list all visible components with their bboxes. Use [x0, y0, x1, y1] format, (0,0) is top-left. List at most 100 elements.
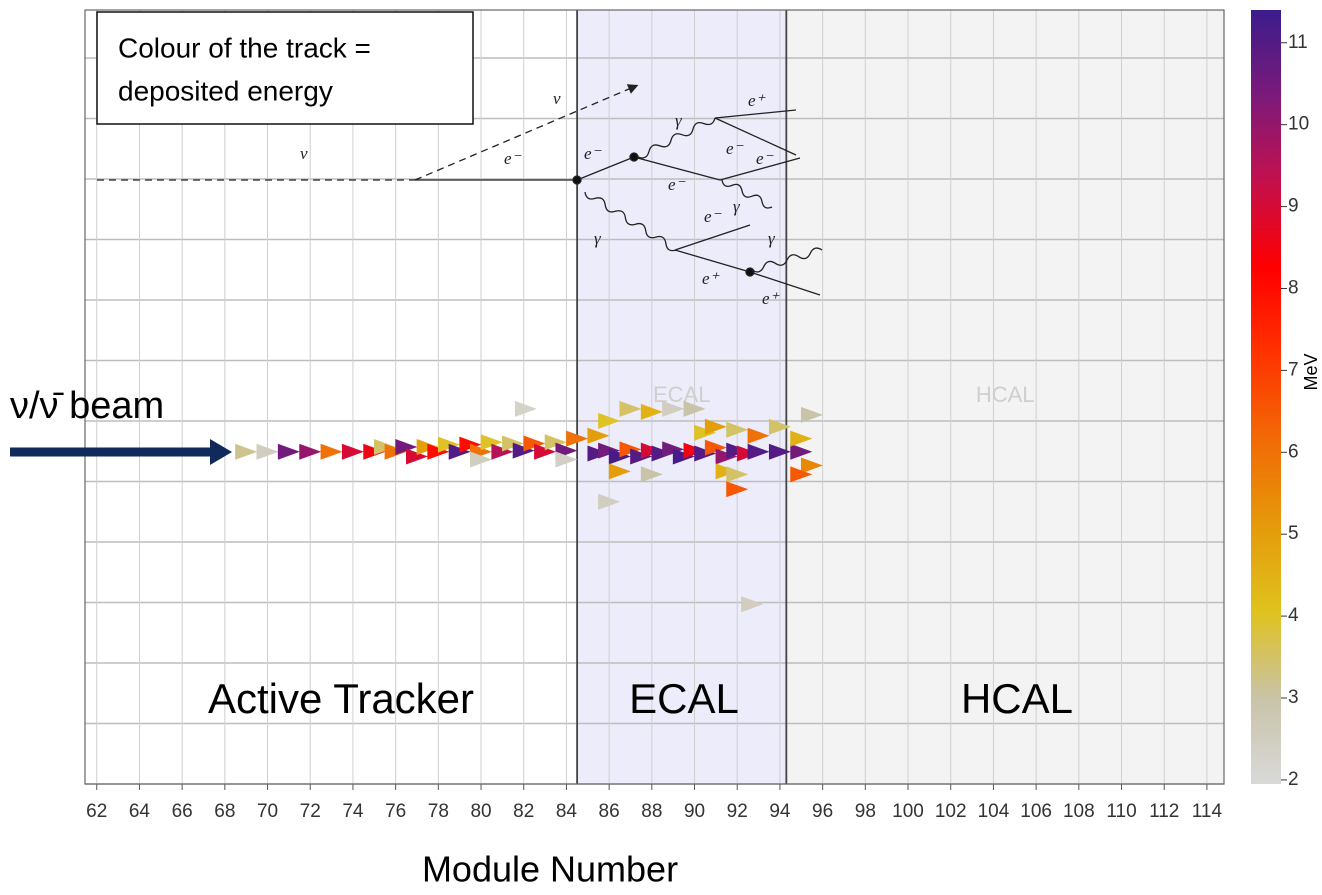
colorbar — [1251, 10, 1281, 784]
hit — [608, 463, 631, 480]
region-label: HCAL — [961, 675, 1073, 722]
x-tick-label: 108 — [1063, 801, 1095, 822]
colorbar-tick-label: 7 — [1288, 359, 1299, 380]
colorbar-label: MeV — [1301, 353, 1321, 390]
electron-line — [633, 156, 721, 181]
vertex — [572, 175, 582, 185]
hit — [544, 434, 567, 451]
vertex — [629, 152, 639, 162]
feynman-diagram — [97, 84, 823, 296]
hit — [480, 434, 503, 451]
region — [577, 10, 787, 784]
x-tick-label: 90 — [684, 801, 705, 822]
diagram-label: e⁻ — [756, 149, 775, 168]
x-tick-label: 94 — [769, 801, 791, 822]
diagram-label: ν — [300, 144, 308, 163]
hit — [726, 481, 749, 498]
hit — [320, 443, 343, 460]
region — [786, 10, 1224, 784]
colorbar-tick-label: 9 — [1288, 196, 1299, 217]
diagram-label: e⁺ — [762, 289, 781, 308]
diagram-label: e⁺ — [748, 91, 767, 110]
x-tick-label: 104 — [978, 801, 1010, 822]
hit — [704, 418, 727, 435]
diagram-label: e⁺ — [702, 269, 721, 288]
photon-line — [721, 179, 773, 209]
region-label: Active Tracker — [208, 675, 474, 722]
x-tick-label: 106 — [1020, 801, 1052, 822]
diagram-label: e⁻ — [584, 144, 603, 163]
hit — [235, 443, 258, 460]
hit — [277, 443, 300, 460]
hit — [395, 439, 418, 456]
region-label: ECAL — [629, 675, 739, 722]
hit — [640, 403, 663, 420]
hit — [566, 430, 589, 447]
colorbar-tick-label: 11 — [1288, 32, 1308, 53]
x-axis-label: Module Number — [422, 849, 678, 890]
colorbar-tick-label: 4 — [1288, 605, 1299, 626]
hit — [534, 443, 557, 460]
hit — [800, 406, 823, 423]
beam-label: ν/ν̄ beam — [10, 385, 164, 427]
electron-line — [714, 117, 797, 156]
hit — [640, 466, 663, 483]
hit — [768, 418, 791, 435]
colorbar-tick-label: 5 — [1288, 523, 1299, 544]
colorbar-tick-label: 10 — [1288, 114, 1309, 135]
photon-line — [637, 117, 716, 159]
electron-line — [576, 156, 635, 181]
x-tick-label: 88 — [641, 801, 662, 822]
hit — [523, 435, 546, 452]
hit — [341, 443, 364, 460]
photon-line — [751, 247, 823, 273]
colorbar-tick-label: 8 — [1288, 277, 1299, 298]
x-tick-label: 84 — [556, 801, 578, 822]
positron-line — [674, 249, 751, 273]
x-tick-label: 86 — [599, 801, 620, 822]
hit — [598, 493, 621, 510]
neutrino-out — [414, 84, 639, 181]
x-tick-label: 80 — [470, 801, 491, 822]
diagram-label: e⁻ — [504, 149, 523, 168]
diagram-label: ν — [553, 89, 561, 108]
x-tick-label: 100 — [892, 801, 924, 822]
hit — [726, 466, 749, 483]
diagram-labels: ν ν e⁻ e⁻ γ γ e⁻ e⁺ e⁻ e⁻ γ e⁻ e⁺ γ e⁺ — [300, 89, 781, 308]
hit — [790, 443, 813, 460]
hit — [704, 439, 727, 456]
electron-line — [674, 224, 751, 251]
plot-frame — [84, 9, 1225, 785]
x-tick-label: 72 — [300, 801, 321, 822]
hit — [514, 400, 537, 417]
hit — [555, 451, 578, 468]
annotation-box — [96, 11, 474, 125]
x-tick-label: 102 — [935, 801, 967, 822]
hit — [768, 443, 791, 460]
x-tick-label: 62 — [86, 801, 107, 822]
x-tick-label: 66 — [172, 801, 193, 822]
hit — [800, 457, 823, 474]
x-tick-label: 98 — [855, 801, 876, 822]
hit — [470, 451, 493, 468]
hit — [619, 400, 642, 417]
diagram-label: γ — [768, 229, 776, 248]
hit — [683, 400, 706, 417]
positron-line — [714, 109, 797, 119]
electron-line — [719, 157, 801, 181]
region-watermark: ECAL — [653, 382, 710, 407]
hit — [790, 430, 813, 447]
x-tick-label: 112 — [1149, 801, 1179, 822]
annotation: Colour of the track = — [118, 32, 371, 63]
hit — [790, 466, 813, 483]
hit — [726, 421, 749, 438]
diagram-label: e⁻ — [668, 175, 687, 194]
region-watermark: HCAL — [976, 382, 1035, 407]
x-tick-label: 110 — [1106, 801, 1136, 822]
colorbar-tick-label: 6 — [1288, 441, 1299, 462]
diagram-label: e⁻ — [726, 139, 745, 158]
x-tick-label: 92 — [727, 801, 748, 822]
hit — [747, 427, 770, 444]
colorbar-tick-label: 3 — [1288, 687, 1299, 708]
vertex — [745, 267, 755, 277]
